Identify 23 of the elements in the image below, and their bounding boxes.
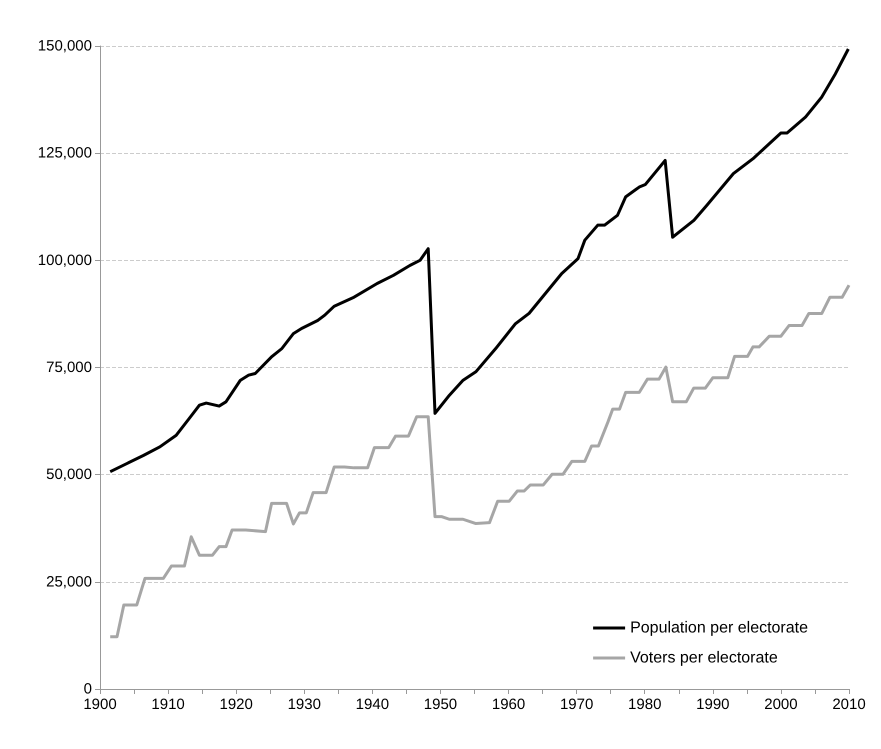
legend-label: Voters per electorate [630, 650, 778, 666]
y-tick-label: 25,000 [46, 573, 92, 590]
y-tick-label: 150,000 [38, 38, 92, 54]
x-tick-label: 1910 [151, 696, 185, 713]
line-series [108, 48, 850, 474]
x-tick-label: 2010 [832, 696, 866, 713]
y-tick-label: 100,000 [38, 252, 92, 269]
legend-label: Population per electorate [630, 620, 808, 636]
line-series [108, 284, 850, 638]
x-tick-label: 1900 [83, 696, 117, 713]
x-tick-label: 1920 [219, 696, 253, 713]
y-tick-label: 125,000 [38, 144, 92, 162]
x-tick-label: 1950 [424, 696, 458, 713]
y-tick-label: 0 [84, 680, 92, 698]
x-tick-label: 1930 [288, 696, 321, 713]
x-tick-label: 1990 [696, 696, 730, 713]
y-tick-label: 50,000 [46, 466, 92, 484]
y-tick-label: 75,000 [46, 359, 92, 376]
x-tick-label: 1940 [356, 696, 390, 713]
x-tick-label: 1980 [628, 696, 662, 713]
x-tick-label: 1960 [492, 696, 526, 713]
x-tick-label: 2000 [764, 696, 798, 713]
x-tick-label: 1970 [560, 696, 594, 713]
